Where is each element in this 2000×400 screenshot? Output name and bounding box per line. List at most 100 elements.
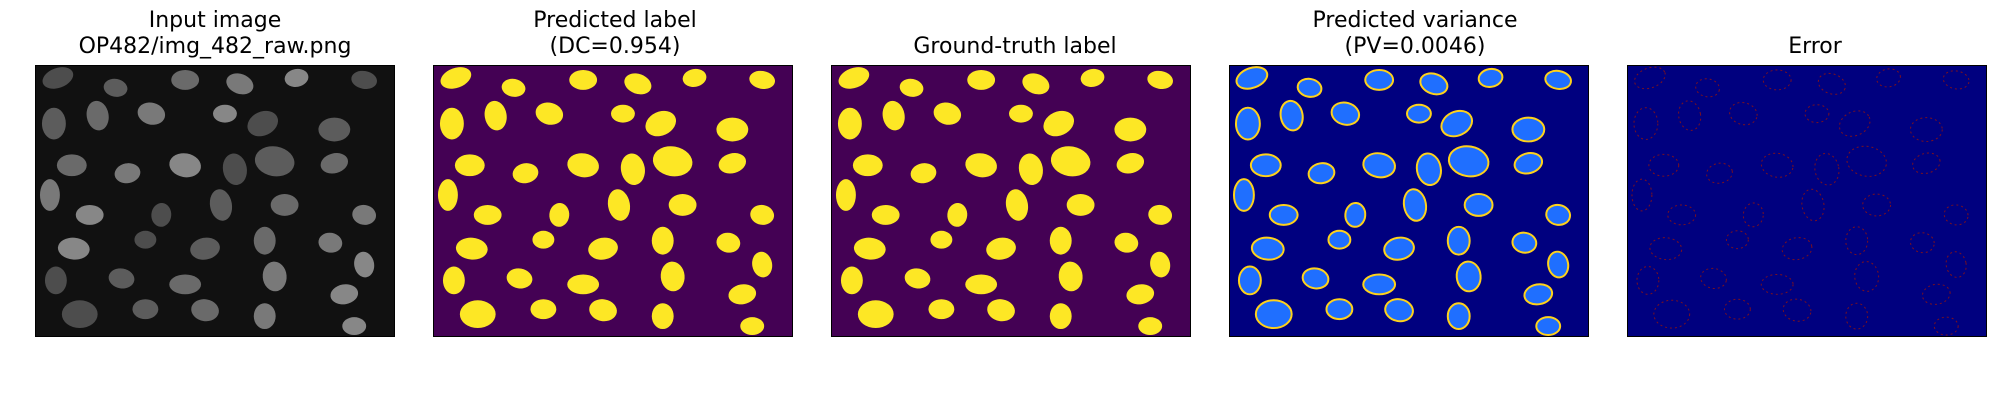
nucleus [506,268,533,289]
nucleus [86,100,109,131]
nucleus [1631,178,1653,212]
nucleus [1237,265,1262,296]
panel-title-input: Input image OP482/img_482_raw.png [25,8,405,60]
nucleus [1116,153,1145,174]
nucleus [1912,152,1941,175]
nucleus [1126,284,1155,305]
nucleus [330,284,359,305]
nucleus [607,189,631,221]
nucleus [740,317,765,336]
nucleus [1419,72,1449,96]
panel-predicted-label [433,65,793,337]
nucleus [440,67,472,89]
nucleus [41,107,66,140]
nucleus [262,261,287,292]
ground-truth-label-canvas [832,66,1190,336]
nucleus [1114,117,1147,142]
nucleus [986,237,1016,260]
nucleus [1725,230,1749,250]
nucleus [512,163,539,184]
nucleus [1402,188,1428,222]
nucleus [567,274,600,295]
panel-predicted-variance [1229,65,1589,337]
nucleus [1653,299,1691,329]
nucleus [1018,153,1043,186]
nucleus [1268,203,1299,226]
nucleus [1327,229,1352,250]
nucleus [624,73,652,95]
nucleus [439,107,464,140]
nucleus [1909,117,1943,142]
nucleus [226,73,254,95]
nucleus [190,237,220,260]
nucleus [455,237,488,260]
nucleus [1801,188,1825,222]
nucleus [1729,102,1758,126]
nucleus [967,69,996,90]
nucleus [1921,283,1951,305]
nucleus [1362,152,1396,179]
nucleus [1447,145,1490,178]
nucleus [718,153,747,174]
nucleus [930,230,953,249]
nucleus [1296,77,1323,98]
nucleus [1545,203,1572,226]
nucleus [530,299,557,320]
panel-background [1628,66,1986,336]
nucleus [589,299,617,322]
nucleus [852,154,883,177]
nucleus [1876,68,1901,88]
nucleus [247,110,279,137]
nucleus [342,317,367,336]
error-canvas [1628,66,1986,336]
nucleus [910,163,937,184]
ground-truth-title: Ground-truth label [913,34,1117,59]
nucleus [838,67,870,89]
nucleus [1845,302,1869,330]
nucleus [1043,110,1075,137]
nucleus [171,69,200,90]
nucleus [1235,66,1269,90]
nucleus [42,67,74,89]
nucleus [1325,298,1354,321]
nucleus [1636,266,1660,295]
predicted-label-canvas [434,66,792,336]
nucleus [56,154,87,177]
nucleus [611,104,635,123]
nucleus [39,179,60,211]
nucleus [318,232,343,253]
nucleus [987,299,1015,322]
input-filename: OP482/img_482_raw.png [78,34,352,59]
nucleus [668,194,697,216]
nucleus [57,237,90,260]
nucleus [1232,178,1255,212]
nucleus [254,146,295,177]
nucleus [1667,204,1697,226]
nucleus [169,153,201,178]
nucleus [44,266,67,295]
nucleus [1234,106,1261,141]
nucleus [1362,273,1397,296]
nucleus [716,117,749,142]
nucleus [651,226,674,255]
input-image-canvas [36,66,394,336]
nucleus [965,153,997,178]
nucleus [1933,316,1959,336]
panel-title-predicted-label: Predicted label (DC=0.954) [425,8,805,60]
nucleus [137,102,166,125]
nucleus [752,251,773,278]
nucleus [1384,298,1414,323]
nucleus [1463,193,1494,217]
nucleus [835,179,856,211]
nucleus [1511,116,1546,143]
panel-title-predicted-variance: Predicted variance (PV=0.0046) [1225,8,1605,60]
nucleus [1862,193,1892,217]
nucleus [1049,303,1072,330]
nucleus [837,107,862,140]
nucleus [1782,298,1812,322]
nucleus [1364,68,1395,91]
nucleus [1544,69,1572,90]
nucleus [682,68,707,87]
nucleus [1009,104,1033,123]
nucleus [1148,204,1173,225]
